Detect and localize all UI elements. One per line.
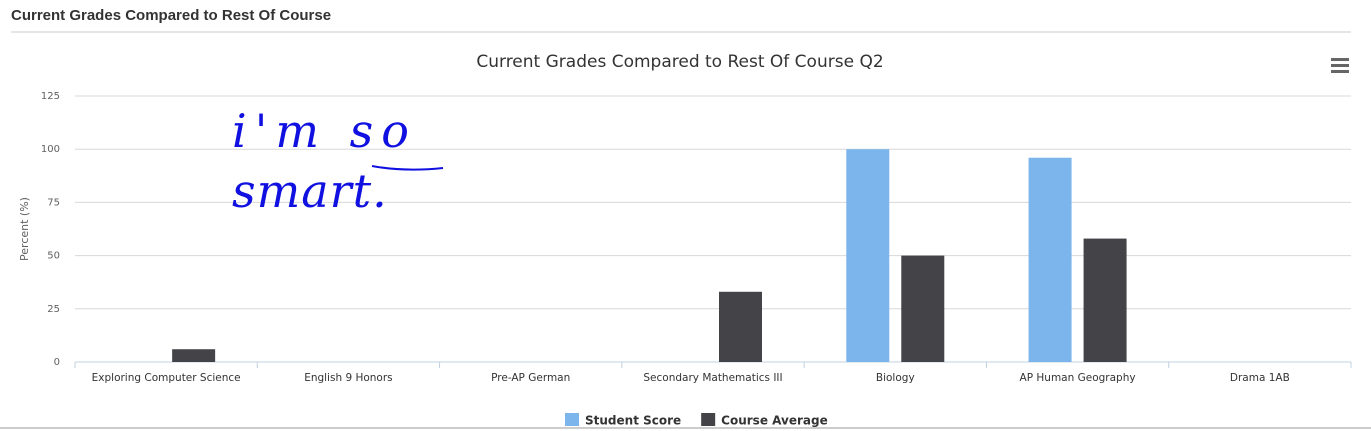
bar bbox=[901, 255, 945, 362]
bar bbox=[1028, 157, 1072, 362]
menu-bar[interactable] bbox=[1331, 70, 1349, 73]
x-tick-label: Exploring Computer Science bbox=[92, 372, 241, 384]
legend-swatch bbox=[701, 413, 716, 426]
bar bbox=[1083, 238, 1127, 362]
menu-button[interactable] bbox=[1331, 58, 1349, 73]
annotation-underline bbox=[371, 165, 444, 171]
bar bbox=[172, 349, 216, 362]
menu-bar[interactable] bbox=[1331, 58, 1349, 61]
x-tick-label: Pre-AP German bbox=[491, 372, 570, 384]
handwritten-annotation: smart. bbox=[232, 164, 388, 218]
y-tick-label: 0 bbox=[54, 357, 60, 368]
y-tick-label: 75 bbox=[47, 197, 60, 208]
x-tick-label: English 9 Honors bbox=[304, 372, 392, 384]
x-tick-label: Biology bbox=[876, 372, 915, 384]
x-tick-label: Drama 1AB bbox=[1230, 372, 1290, 384]
handwritten-annotation: i'm so bbox=[232, 104, 417, 158]
panel-title: Current Grades Compared to Rest Of Cours… bbox=[11, 7, 331, 24]
y-tick-label: 100 bbox=[41, 144, 60, 155]
y-tick-label: 50 bbox=[47, 251, 60, 262]
y-axis-label: Percent (%) bbox=[18, 197, 31, 261]
y-tick-label: 125 bbox=[41, 91, 60, 102]
legend-label: Course Average bbox=[721, 414, 828, 428]
y-tick-label: 25 bbox=[47, 304, 60, 315]
menu-bar[interactable] bbox=[1331, 64, 1349, 67]
bar bbox=[846, 149, 890, 362]
x-tick-label: Secondary Mathematics III bbox=[643, 372, 782, 384]
bar bbox=[719, 291, 762, 362]
chart-title: Current Grades Compared to Rest Of Cours… bbox=[476, 52, 883, 72]
legend-label: Student Score bbox=[585, 414, 681, 428]
x-tick-label: AP Human Geography bbox=[1020, 372, 1136, 384]
legend-swatch bbox=[565, 413, 579, 426]
